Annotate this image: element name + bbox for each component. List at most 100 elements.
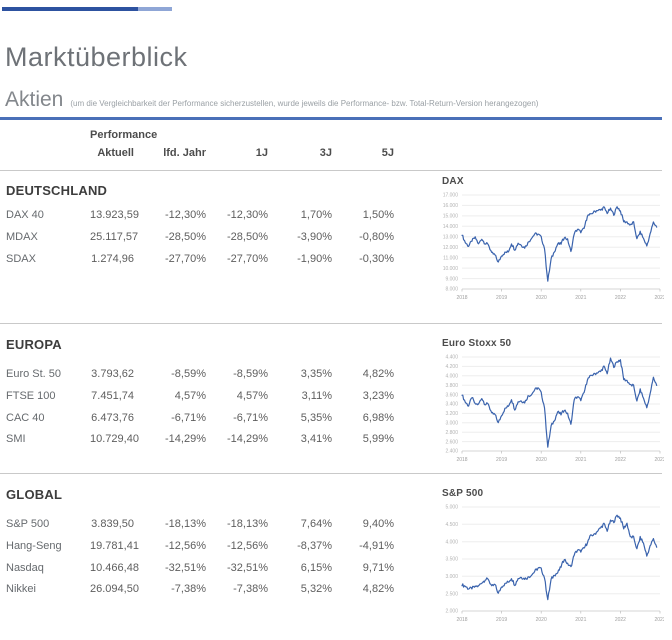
value-cell: -32,51% bbox=[165, 561, 206, 574]
dax-chart: DAX 17.000 16.000 15.000 14.000 13.000 12.000 1… bbox=[440, 176, 666, 312]
svg-text:4.000: 4.000 bbox=[445, 539, 458, 545]
svg-text:2.400: 2.400 bbox=[445, 449, 458, 455]
svg-text:17.000: 17.000 bbox=[443, 193, 459, 199]
value-cell: -8,59% bbox=[233, 368, 268, 380]
value-cell: 3,11% bbox=[301, 389, 332, 402]
index-name: CAC 40 bbox=[6, 411, 45, 424]
index-name: DAX 40 bbox=[6, 209, 44, 221]
svg-text:2019: 2019 bbox=[496, 617, 507, 623]
svg-text:2020: 2020 bbox=[536, 617, 547, 623]
svg-text:2022: 2022 bbox=[615, 457, 626, 463]
chart-canvas: 4.400 4.200 4.000 3.800 3.600 3.400 3.200 3.000… bbox=[445, 355, 665, 463]
value-cell: -7,38% bbox=[171, 583, 206, 596]
sp-500-chart: S&P 500 5.000 4.500 4.000 3.500 3.000 2.500 2.0… bbox=[440, 488, 666, 634]
value-cell: -18,13% bbox=[227, 518, 268, 530]
svg-text:4.500: 4.500 bbox=[445, 522, 458, 528]
svg-text:2020: 2020 bbox=[536, 457, 547, 463]
value-cell: -3,90% bbox=[297, 230, 332, 243]
col-aktuell: Aktuell bbox=[97, 147, 134, 159]
chart-title: S&P 500 bbox=[442, 488, 484, 499]
svg-text:5.000: 5.000 bbox=[445, 505, 458, 511]
col-lfd-jahr: lfd. Jahr bbox=[163, 147, 206, 159]
svg-text:2018: 2018 bbox=[456, 457, 467, 463]
price-line bbox=[461, 357, 658, 448]
svg-text:15.000: 15.000 bbox=[443, 214, 459, 220]
svg-text:3.000: 3.000 bbox=[445, 574, 458, 580]
value-cell: -18,13% bbox=[165, 518, 206, 530]
value-cell: 9,40% bbox=[362, 518, 394, 530]
value-cell: -28,50% bbox=[227, 230, 268, 243]
value-cell: 4,82% bbox=[362, 368, 394, 380]
svg-text:2021: 2021 bbox=[575, 617, 586, 623]
value-cell: 3,35% bbox=[300, 368, 332, 380]
value-cell: -1,90% bbox=[297, 252, 332, 265]
col-3j: 3J bbox=[319, 147, 332, 159]
value-cell: 3.793,62 bbox=[91, 368, 134, 380]
index-name: Nasdaq bbox=[6, 561, 44, 574]
brand-bar bbox=[2, 7, 172, 11]
col-5j: 5J bbox=[381, 147, 394, 159]
svg-text:2023: 2023 bbox=[654, 617, 664, 623]
index-name: Hang-Seng bbox=[6, 539, 62, 552]
section-divider bbox=[0, 323, 662, 324]
value-cell: -14,29% bbox=[227, 433, 268, 446]
chart-canvas: 5.000 4.500 4.000 3.500 3.000 2.500 2.000 2018 2… bbox=[445, 505, 665, 623]
svg-text:2020: 2020 bbox=[536, 295, 547, 301]
svg-text:2.500: 2.500 bbox=[445, 591, 458, 597]
svg-text:4.200: 4.200 bbox=[445, 364, 458, 370]
value-cell: 1,70% bbox=[300, 209, 332, 221]
index-name: SDAX bbox=[6, 252, 36, 265]
index-name: MDAX bbox=[6, 230, 38, 243]
value-cell: 4,82% bbox=[362, 583, 394, 596]
section-title-europa: EUROPA bbox=[6, 337, 62, 352]
value-cell: 3,23% bbox=[362, 389, 394, 402]
value-cell: -0,30% bbox=[359, 252, 394, 265]
value-cell: 10.729,40 bbox=[90, 433, 139, 446]
value-cell: 7.451,74 bbox=[91, 389, 134, 402]
svg-text:14.000: 14.000 bbox=[443, 224, 459, 230]
svg-text:3.000: 3.000 bbox=[445, 421, 458, 427]
chart-title: Euro Stoxx 50 bbox=[442, 338, 512, 349]
svg-text:2023: 2023 bbox=[654, 295, 664, 301]
value-cell: -6,71% bbox=[233, 411, 268, 424]
svg-text:2023: 2023 bbox=[654, 457, 664, 463]
section-title-deutschland: DEUTSCHLAND bbox=[6, 183, 108, 198]
svg-text:3.800: 3.800 bbox=[445, 383, 458, 389]
value-cell: 5,35% bbox=[300, 411, 332, 424]
value-cell: -4,91% bbox=[359, 539, 394, 552]
value-cell: -8,59% bbox=[171, 368, 206, 380]
section-rows: S&P 500 3.839,50 -18,13% -18,13% 7,64% 9,40% H… bbox=[6, 514, 394, 601]
value-cell: -28,50% bbox=[165, 230, 206, 243]
svg-text:4.000: 4.000 bbox=[445, 374, 458, 380]
section-rows: Euro St. 50 3.793,62 -8,59% -8,59% 3,35% 4,82… bbox=[6, 364, 394, 451]
value-cell: -6,71% bbox=[171, 411, 206, 424]
value-cell: -27,70% bbox=[227, 252, 268, 265]
value-cell: -12,56% bbox=[227, 539, 268, 552]
value-cell: 6,15% bbox=[300, 561, 332, 574]
svg-text:2021: 2021 bbox=[575, 295, 586, 301]
section-title-global: GLOBAL bbox=[6, 487, 63, 502]
svg-text:10.000: 10.000 bbox=[443, 266, 459, 272]
value-cell: 10.466,48 bbox=[90, 561, 139, 574]
value-cell: 5,32% bbox=[300, 583, 332, 596]
chart-canvas: 17.000 16.000 15.000 14.000 13.000 12.000 11.0… bbox=[443, 193, 666, 301]
value-cell: 4,57% bbox=[236, 389, 268, 402]
section-rows: DAX 40 13.923,59 -12,30% -12,30% 1,70% 1,50% M… bbox=[6, 205, 394, 270]
price-line bbox=[461, 206, 658, 282]
col-spacer bbox=[6, 147, 90, 159]
value-cell: 7,64% bbox=[300, 518, 332, 530]
value-cell: 3,41% bbox=[300, 433, 332, 446]
value-cell: 6,98% bbox=[362, 411, 394, 424]
svg-text:2019: 2019 bbox=[496, 457, 507, 463]
section-note: (um die Vergleichbarkeit der Performance… bbox=[70, 99, 539, 108]
svg-text:4.400: 4.400 bbox=[445, 355, 458, 361]
index-name: FTSE 100 bbox=[6, 389, 56, 402]
value-cell: -8,37% bbox=[297, 539, 332, 552]
svg-text:2018: 2018 bbox=[456, 617, 467, 623]
svg-text:9.000: 9.000 bbox=[445, 276, 458, 282]
svg-text:3.600: 3.600 bbox=[445, 392, 458, 398]
value-cell: 4,57% bbox=[174, 389, 206, 402]
svg-text:2019: 2019 bbox=[496, 295, 507, 301]
value-cell: 26.094,50 bbox=[90, 583, 139, 596]
euro-stoxx-50-chart: Euro Stoxx 50 4.400 4.200 4.000 3.800 3.600 3.… bbox=[440, 338, 666, 474]
